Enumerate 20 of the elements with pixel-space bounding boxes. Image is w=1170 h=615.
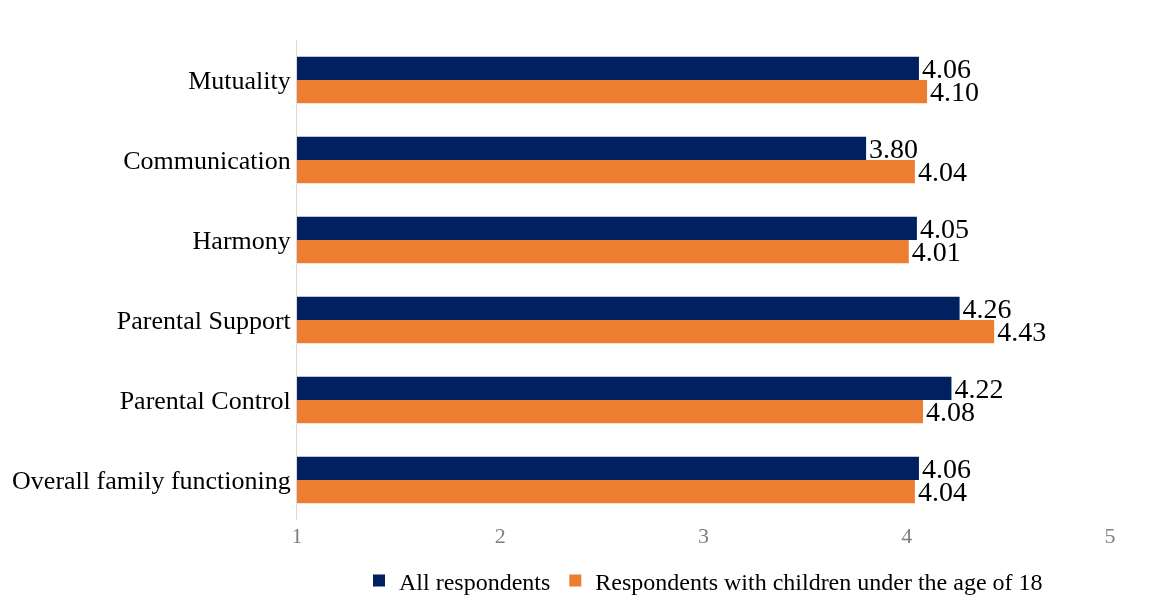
y-tick-label: Parental Support — [116, 306, 292, 336]
data-label: 4.06 — [921, 452, 971, 484]
legend-label: All respondents — [399, 568, 551, 595]
y-tick-label: Overall family functioning — [12, 466, 291, 496]
x-tick-label: 4 — [901, 523, 913, 548]
y-tick-label: Communication — [123, 146, 291, 176]
data-label: 4.04 — [917, 156, 967, 188]
x-tick-label: 1 — [291, 523, 303, 548]
data-label: 4.22 — [954, 372, 1004, 404]
x-tick-label: 5 — [1104, 523, 1116, 548]
data-label: 4.26 — [962, 292, 1012, 324]
data-label: 4.06 — [921, 52, 971, 84]
y-tick-label: Parental Control — [119, 386, 291, 416]
legend-label: Respondents with children under the age of 18 — [595, 568, 1043, 595]
x-tick-label: 2 — [494, 523, 506, 548]
data-label: 3.80 — [869, 132, 919, 164]
x-tick-label: 3 — [698, 523, 709, 548]
data-label: 4.05 — [919, 212, 969, 244]
y-tick-label: Mutuality — [188, 66, 291, 96]
y-tick-label: Harmony — [192, 226, 291, 256]
